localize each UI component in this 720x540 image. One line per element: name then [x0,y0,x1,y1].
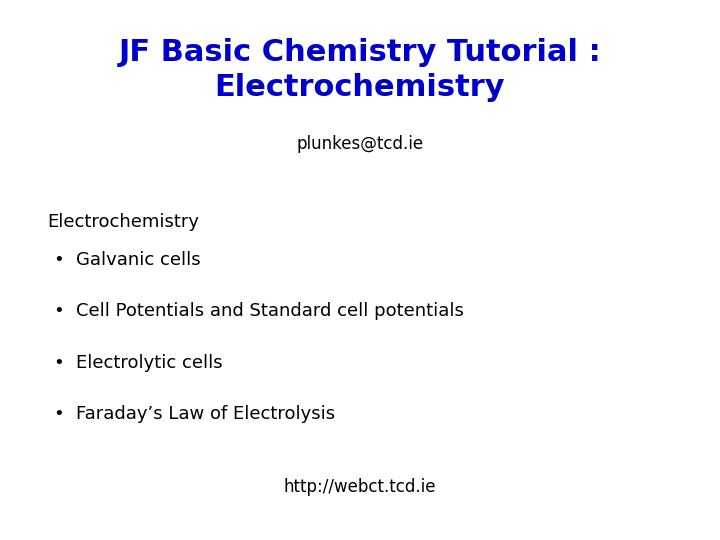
Text: •: • [54,354,64,372]
Text: JF Basic Chemistry Tutorial :
Electrochemistry: JF Basic Chemistry Tutorial : Electroche… [119,38,601,102]
Text: •: • [54,251,64,269]
Text: http://webct.tcd.ie: http://webct.tcd.ie [284,478,436,496]
Text: plunkes@tcd.ie: plunkes@tcd.ie [297,135,423,153]
Text: Cell Potentials and Standard cell potentials: Cell Potentials and Standard cell potent… [76,302,464,320]
Text: •: • [54,302,64,320]
Text: Faraday’s Law of Electrolysis: Faraday’s Law of Electrolysis [76,405,335,423]
Text: •: • [54,405,64,423]
Text: Electrolytic cells: Electrolytic cells [76,354,222,372]
Text: Electrochemistry: Electrochemistry [47,213,199,231]
Text: Galvanic cells: Galvanic cells [76,251,200,269]
